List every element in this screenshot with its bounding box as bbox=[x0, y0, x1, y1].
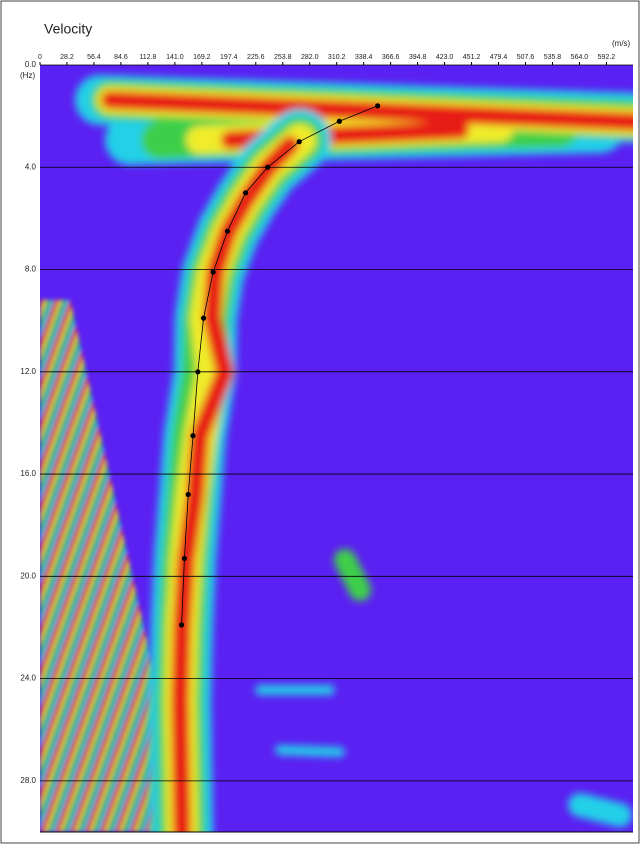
x-tick-label: 225.6 bbox=[247, 54, 265, 61]
x-tick-label: 479.4 bbox=[490, 54, 508, 61]
y-tick-label: 16.0 bbox=[20, 469, 36, 478]
y-tick-label: 8.0 bbox=[25, 265, 37, 274]
point bbox=[185, 491, 191, 498]
point bbox=[243, 190, 249, 196]
y-tick-label: 20.0 bbox=[20, 571, 36, 580]
x-tick-label: 0 bbox=[38, 54, 42, 61]
x-tick-label: 141.0 bbox=[166, 54, 184, 61]
x-tick-label: 366.6 bbox=[382, 54, 400, 61]
x-tick-label: 28.2 bbox=[60, 54, 74, 61]
x-unit: (m/s) bbox=[612, 39, 631, 48]
x-tick-label: 338.4 bbox=[355, 54, 373, 61]
x-tick-label: 564.0 bbox=[571, 54, 589, 61]
point bbox=[265, 164, 271, 170]
y-tick-label: 28.0 bbox=[20, 776, 36, 785]
chart-title: Velocity bbox=[44, 21, 92, 37]
x-tick-label: 282.0 bbox=[301, 54, 319, 61]
point bbox=[375, 103, 381, 109]
y-tick-label: 0.0 bbox=[25, 60, 37, 69]
x-tick-label: 112.8 bbox=[139, 54, 156, 61]
x-tick-label: 592.2 bbox=[598, 54, 616, 61]
x-tick-label: 310.2 bbox=[328, 54, 346, 61]
y-tick-label: 24.0 bbox=[20, 674, 36, 683]
point bbox=[200, 315, 207, 321]
point bbox=[181, 555, 188, 562]
x-tick-label: 197.4 bbox=[220, 54, 238, 61]
x-tick-label: 56.4 bbox=[87, 54, 101, 61]
x-tick-label: 507.6 bbox=[517, 54, 535, 61]
point bbox=[224, 228, 231, 234]
point bbox=[178, 622, 185, 628]
spectrum bbox=[40, 65, 633, 832]
y-unit: (Hz) bbox=[20, 71, 35, 80]
point bbox=[190, 433, 196, 439]
y-tick-label: 12.0 bbox=[20, 367, 36, 376]
x-tick-label: 423.0 bbox=[436, 54, 454, 61]
x-tick-label: 169.2 bbox=[193, 54, 211, 61]
x-tick-label: 84.6 bbox=[114, 54, 128, 61]
point bbox=[210, 269, 216, 275]
x-tick-label: 451.2 bbox=[463, 54, 481, 61]
x-tick-label: 394.8 bbox=[409, 54, 427, 61]
point bbox=[336, 118, 342, 124]
x-tick-label: 253.8 bbox=[274, 54, 292, 61]
point bbox=[296, 139, 302, 145]
point bbox=[195, 369, 201, 375]
x-tick-label: 535.8 bbox=[544, 54, 562, 61]
y-tick-label: 4.0 bbox=[25, 162, 37, 171]
